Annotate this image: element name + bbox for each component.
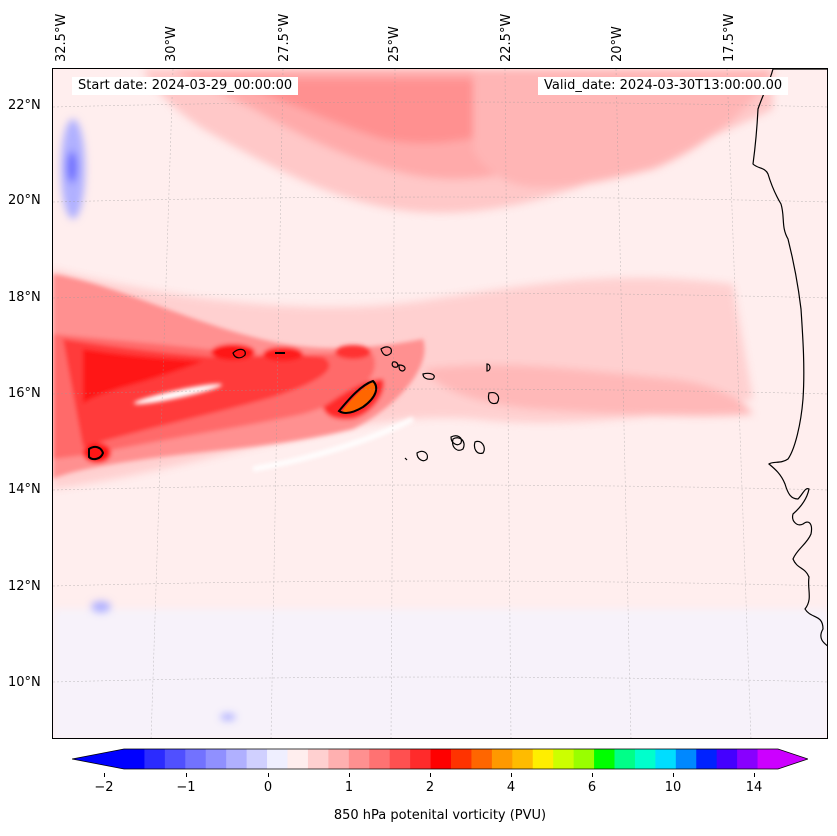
colorbar-tick-0: 0 xyxy=(263,780,273,795)
pv-north-band xyxy=(143,69,773,213)
valid-date-label: Valid_date: 2024-03-30T13:00:00.00 xyxy=(538,77,789,95)
colorbar-segment xyxy=(634,749,656,769)
lon-label-32-5w: 32.5°W xyxy=(54,13,69,62)
colorbar-segment xyxy=(328,749,350,769)
lon-label-22-5w: 22.5°W xyxy=(499,13,514,62)
colorbar-segment xyxy=(430,749,452,769)
lat-label-22n: 22°N xyxy=(8,98,41,113)
colorbar-segment xyxy=(185,749,207,769)
colorbar-label: 850 hPa potenital vorticity (PVU) xyxy=(333,808,547,823)
lat-label-20n: 20°N xyxy=(8,193,41,208)
colorbar-segment xyxy=(246,749,268,769)
map-panel xyxy=(52,68,828,739)
colorbar-segment xyxy=(205,749,227,769)
colorbar-extend-max xyxy=(778,749,808,769)
colorbar-tick-6: 6 xyxy=(587,780,597,795)
pv-negative-areas xyxy=(53,119,827,738)
colorbar-segment xyxy=(267,749,288,769)
colorbar-segment xyxy=(491,749,513,769)
colorbar-segment xyxy=(369,749,391,769)
colorbar-segment xyxy=(307,749,329,769)
island-outlines xyxy=(88,346,500,462)
colorbar-segment xyxy=(124,749,145,769)
colorbar-segment xyxy=(512,749,534,769)
lon-label-30w: 30°W xyxy=(164,26,179,62)
lon-label-20w: 20°W xyxy=(610,26,625,62)
colorbar-segment xyxy=(594,749,615,769)
colorbar-segment xyxy=(451,749,472,769)
colorbar-segment xyxy=(410,749,432,769)
colorbar-segment xyxy=(716,749,738,769)
pv-peak xyxy=(341,381,377,414)
colorbar-segment xyxy=(144,749,166,769)
colorbar-segment xyxy=(696,749,718,769)
colorbar-extend-min xyxy=(72,749,124,769)
colorbar-tick-neg2: −2 xyxy=(94,780,114,795)
colorbar-outline xyxy=(72,748,808,770)
start-date-label: Start date: 2024-03-29_00:00:00 xyxy=(72,77,299,95)
colorbar-segment xyxy=(614,749,636,769)
colorbar xyxy=(72,748,808,770)
colorbar-tick-1: 1 xyxy=(344,780,354,795)
africa-coastline xyxy=(752,69,827,647)
colorbar-segment xyxy=(471,749,493,769)
pv-white-streak xyxy=(133,383,415,472)
lon-label-27-5w: 27.5°W xyxy=(277,13,292,62)
lat-label-18n: 18°N xyxy=(8,290,41,305)
colorbar-segment xyxy=(573,749,595,769)
colorbar-tick-10: 10 xyxy=(664,780,682,795)
colorbar-segment xyxy=(226,749,248,769)
colorbar-tick-4: 4 xyxy=(506,780,516,795)
colorbar-segment xyxy=(757,749,779,769)
colorbar-segment xyxy=(532,749,554,769)
lat-label-12n: 12°N xyxy=(8,579,41,594)
lat-label-14n: 14°N xyxy=(8,482,41,497)
pv-field-map xyxy=(53,69,827,738)
graticule xyxy=(53,69,827,738)
colorbar-segment xyxy=(553,749,575,769)
colorbar-tick-2: 2 xyxy=(425,780,435,795)
colorbar-segment xyxy=(655,749,677,769)
lon-label-25w: 25°W xyxy=(387,26,402,62)
colorbar-segment xyxy=(675,749,697,769)
lat-label-10n: 10°N xyxy=(8,675,41,690)
colorbar-segment xyxy=(389,749,411,769)
colorbar-segment xyxy=(737,749,759,769)
colorbar-segment xyxy=(348,749,370,769)
colorbar-tick-14: 14 xyxy=(745,780,763,795)
colorbar-tick-neg1: −1 xyxy=(176,780,196,795)
lon-label-17-5w: 17.5°W xyxy=(722,13,737,62)
colorbar-segment xyxy=(287,749,309,769)
colorbar-segment xyxy=(164,749,186,769)
lat-label-16n: 16°N xyxy=(8,386,41,401)
